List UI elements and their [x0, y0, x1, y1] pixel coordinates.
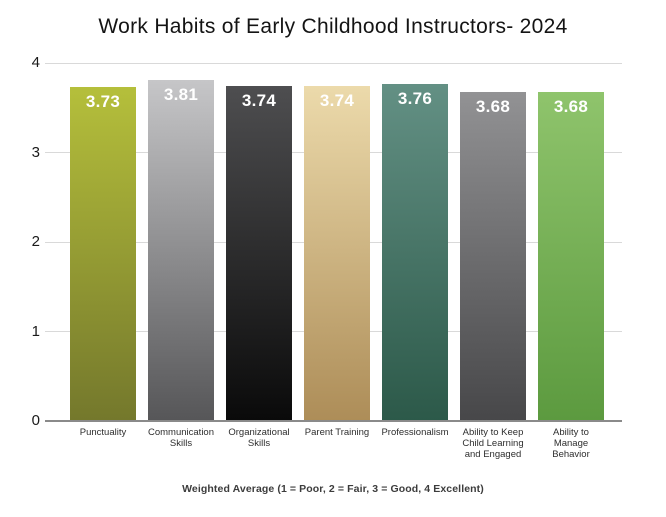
bar-ability-to-manage-behavior: 3.68 — [538, 91, 604, 421]
y-axis-tick-label: 2 — [31, 233, 40, 250]
bar-professionalism: 3.76 — [382, 84, 448, 421]
bar-value-label: 3.68 — [475, 96, 511, 116]
y-axis-tick-label: 4 — [31, 54, 40, 71]
bar-organizational-skills: 3.74 — [226, 86, 292, 421]
chart-title: Work Habits of Early Childhood Instructo… — [98, 15, 568, 38]
category-label: Professionalism — [381, 427, 449, 438]
x-axis-caption: Weighted Average (1 = Poor, 2 = Fair, 3 … — [182, 483, 484, 495]
bar-value-label: 3.76 — [397, 89, 433, 109]
category-label: Parent Training — [304, 427, 370, 438]
gridline-y4 — [45, 62, 622, 64]
y-axis-tick-label: 3 — [31, 143, 40, 161]
bar-parent-training: 3.74 — [304, 86, 370, 421]
category-label: Punctuality — [79, 427, 127, 438]
y-axis-tick-label: 1 — [31, 322, 40, 340]
bar-punctuality: 3.73 — [70, 87, 136, 421]
y-axis-tick-label: 0 — [31, 412, 40, 429]
category-label: Communication Skills — [148, 427, 214, 449]
category-label: Ability to Manage Behavior — [552, 427, 590, 460]
plot-area: 3.73 3.81 3.74 3.74 3.76 3.68 3.68 — [45, 62, 622, 422]
bar-ability-to-keep-child-learning-and-engaged: 3.68 — [460, 91, 526, 421]
bar-value-label: 3.73 — [85, 92, 121, 112]
bar-value-label: 3.74 — [241, 91, 277, 111]
category-label: Ability to Keep Child Learning and Engag… — [462, 427, 524, 460]
category-label: Organizational Skills — [228, 427, 290, 449]
bar-communication-skills: 3.81 — [148, 80, 214, 421]
x-axis-line — [45, 420, 622, 422]
bar-value-label: 3.74 — [319, 91, 355, 111]
bar-value-label: 3.68 — [553, 96, 589, 116]
bar-value-label: 3.81 — [163, 85, 199, 105]
